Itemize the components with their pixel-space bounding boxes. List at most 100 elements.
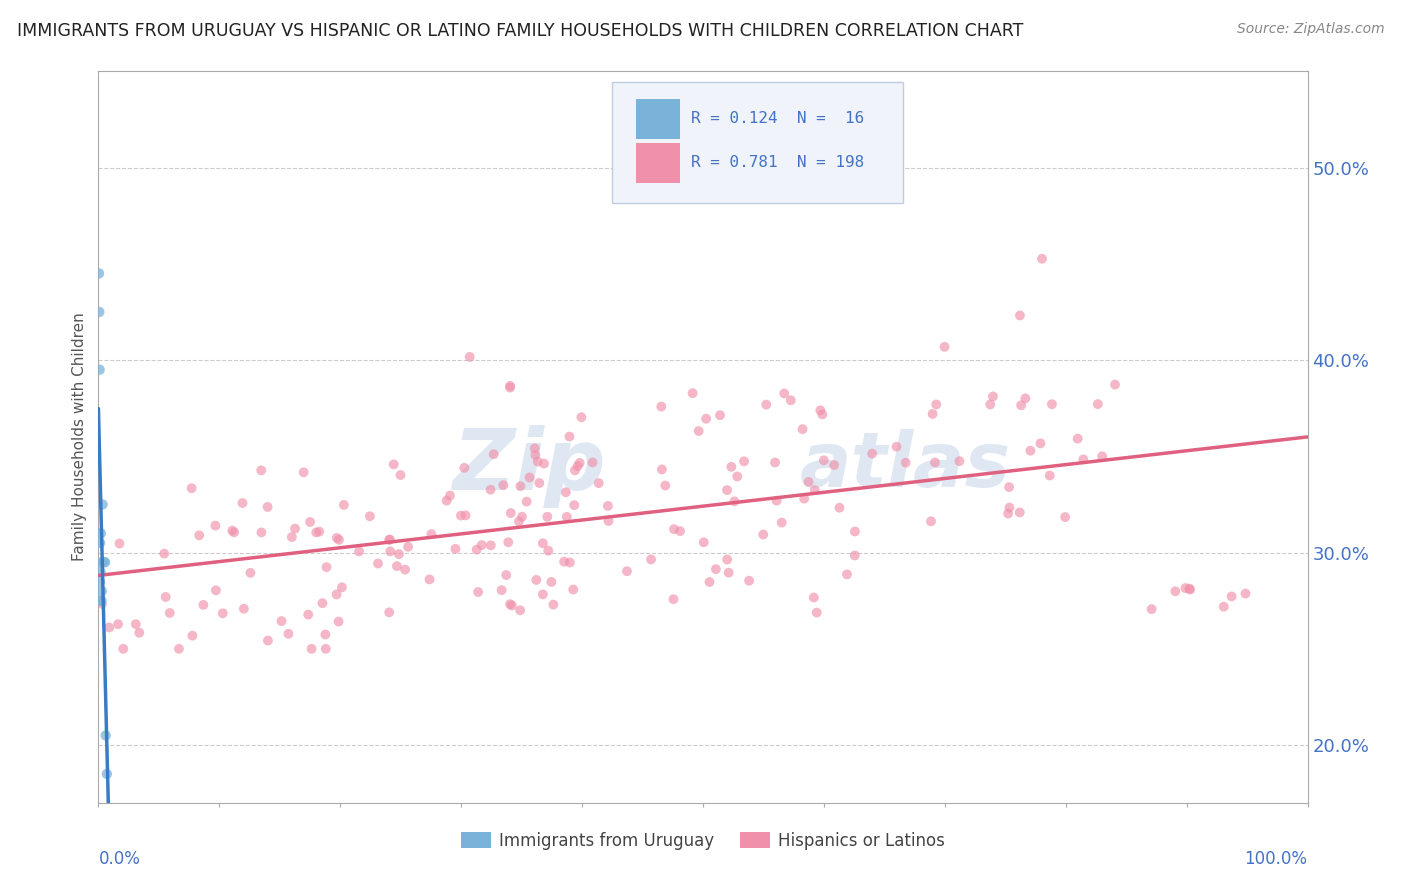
Point [894, 456, 917, 470]
Point [250, 525, 273, 540]
Point [793, 491, 815, 506]
Text: R = 0.124  N =  16: R = 0.124 N = 16 [690, 112, 865, 127]
Point [499, 381, 522, 395]
Point [763, 456, 786, 470]
Point [555, 509, 578, 524]
Point [773, 386, 796, 401]
Point [224, 525, 246, 540]
Point [479, 483, 502, 497]
Point [979, 397, 1001, 411]
Point [301, 641, 323, 656]
Point [1073, 452, 1095, 467]
Point [94, 728, 117, 742]
Point [420, 527, 443, 541]
Point [562, 498, 585, 512]
Point [308, 524, 330, 539]
Point [232, 601, 254, 615]
Point [1010, 398, 1032, 412]
Point [193, 598, 215, 612]
Text: R = 0.781  N = 198: R = 0.781 N = 198 [690, 155, 865, 170]
Point [458, 350, 481, 364]
Point [239, 566, 262, 580]
Point [688, 424, 710, 438]
Point [733, 454, 755, 468]
Point [180, 481, 202, 495]
Point [454, 508, 477, 523]
Point [723, 494, 745, 508]
Point [770, 516, 793, 530]
Point [616, 564, 638, 578]
Point [221, 524, 243, 538]
Point [388, 547, 411, 561]
Point [91, 597, 114, 611]
Point [93, 555, 115, 569]
Point [499, 506, 522, 520]
Point [153, 547, 176, 561]
Point [380, 544, 402, 558]
Point [654, 478, 676, 492]
Text: IMMIGRANTS FROM URUGUAY VS HISPANIC OR LATINO FAMILY HOUSEHOLDS WITH CHILDREN CO: IMMIGRANTS FROM URUGUAY VS HISPANIC OR L… [17, 22, 1024, 40]
Point [920, 514, 942, 528]
Point [510, 509, 533, 524]
Point [378, 533, 401, 547]
FancyBboxPatch shape [637, 99, 681, 138]
Point [792, 422, 814, 436]
Point [128, 625, 150, 640]
Point [1091, 450, 1114, 464]
Point [806, 606, 828, 620]
Point [1140, 602, 1163, 616]
Point [108, 536, 131, 550]
Point [257, 633, 280, 648]
Point [501, 599, 523, 613]
Point [155, 590, 177, 604]
Point [1039, 468, 1062, 483]
Point [823, 458, 845, 472]
Text: atlas: atlas [800, 429, 1011, 503]
Point [396, 540, 419, 554]
Point [91, 498, 114, 512]
Point [998, 500, 1021, 515]
Point [860, 446, 883, 460]
Point [1104, 377, 1126, 392]
Point [326, 531, 349, 545]
Point [277, 627, 299, 641]
Point [211, 607, 233, 621]
Point [1164, 584, 1187, 599]
Point [305, 525, 328, 540]
Point [419, 573, 441, 587]
Text: Zip: Zip [453, 425, 606, 508]
Point [90, 555, 112, 569]
Point [828, 500, 851, 515]
Point [367, 557, 389, 571]
Point [524, 448, 547, 462]
Point [537, 543, 560, 558]
Point [508, 515, 530, 529]
Point [444, 541, 467, 556]
Point [333, 498, 356, 512]
Point [981, 389, 1004, 403]
Point [924, 455, 946, 469]
Point [167, 641, 190, 656]
Point [934, 340, 956, 354]
Point [716, 483, 738, 497]
Point [385, 559, 408, 574]
Point [596, 499, 619, 513]
Point [256, 500, 278, 514]
Point [716, 552, 738, 566]
Point [543, 598, 565, 612]
Point [292, 466, 315, 480]
Point [1220, 590, 1243, 604]
Point [479, 538, 502, 552]
Point [96, 767, 118, 781]
Legend: Immigrants from Uruguay, Hispanics or Latinos: Immigrants from Uruguay, Hispanics or La… [454, 825, 952, 856]
Point [498, 535, 520, 549]
Point [89, 305, 111, 319]
Point [699, 574, 721, 589]
Point [523, 442, 546, 456]
Point [492, 478, 515, 492]
Point [558, 556, 581, 570]
Point [188, 528, 211, 542]
Point [250, 463, 273, 477]
Point [499, 597, 522, 611]
Point [997, 507, 1019, 521]
